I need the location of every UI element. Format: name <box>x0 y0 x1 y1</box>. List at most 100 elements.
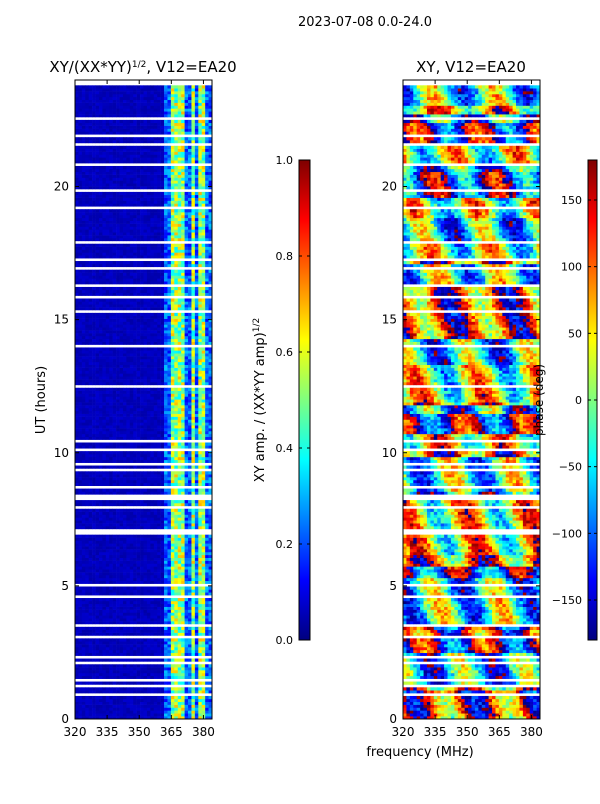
amp-cell <box>164 330 168 334</box>
amp-cell <box>164 632 168 636</box>
amp-cell <box>129 396 134 400</box>
amp-cell <box>170 537 175 541</box>
amp-cell <box>191 387 196 391</box>
amp-cell <box>122 445 127 449</box>
amp-cell <box>88 321 93 325</box>
amp-cell <box>78 379 83 383</box>
amp-cell <box>184 710 189 714</box>
amp-cell <box>136 307 141 311</box>
amp-cell <box>157 292 161 296</box>
amp-cell <box>174 488 179 492</box>
amp-cell <box>177 298 182 302</box>
amp-cell <box>129 454 134 458</box>
amp-cell <box>81 396 86 400</box>
amp-cell <box>133 644 137 648</box>
amp-cell <box>208 517 213 521</box>
amp-cell <box>170 606 175 610</box>
amp-cell <box>188 393 192 397</box>
amp-cell <box>181 451 185 455</box>
amp-cell <box>146 511 151 515</box>
amp-cell <box>164 430 168 435</box>
amp-cell <box>88 626 93 631</box>
amp-cell <box>92 675 96 679</box>
amp-cell <box>188 454 192 458</box>
amp-cell <box>146 600 151 605</box>
amp-cell <box>126 442 131 446</box>
amp-cell <box>133 358 137 363</box>
amp-cell <box>105 577 110 582</box>
amp-cell <box>109 373 113 377</box>
amp-cell <box>201 652 206 656</box>
amp-cell <box>75 629 79 633</box>
amp-cell <box>157 358 161 363</box>
amp-cell <box>119 330 124 334</box>
amp-cell <box>181 514 185 518</box>
amp-cell <box>116 402 120 406</box>
amp-cell <box>133 396 137 400</box>
amp-cell <box>122 600 127 605</box>
amp-cell <box>81 652 86 656</box>
amp-cell <box>198 629 203 633</box>
amp-cell <box>75 350 79 354</box>
amp-cell <box>109 632 113 636</box>
amp-cell <box>133 454 137 458</box>
amp-cell <box>136 675 141 679</box>
amp-cell <box>95 361 100 366</box>
amp-cell <box>205 698 209 703</box>
amp-cell <box>133 502 137 507</box>
amp-cell <box>122 367 127 371</box>
amp-cell <box>198 670 203 674</box>
amp-cell <box>88 353 93 357</box>
amp-cell <box>85 419 89 423</box>
amp-cell <box>129 612 134 616</box>
amp-cell <box>170 520 175 524</box>
amp-cell <box>81 430 86 435</box>
amp-cell <box>150 514 155 518</box>
amp-cell <box>98 356 103 360</box>
amp-cell <box>157 704 161 708</box>
amp-cell <box>78 514 83 518</box>
amp-cell <box>198 396 203 400</box>
amp-cell <box>92 292 96 296</box>
amp-cell <box>184 644 189 648</box>
amp-cell <box>78 318 83 322</box>
amp-cell <box>153 658 158 662</box>
amp-cell <box>119 563 124 567</box>
amp-cell <box>109 618 113 622</box>
amp-cell <box>88 592 93 596</box>
amp-cell <box>174 638 179 642</box>
amp-cell <box>126 407 131 412</box>
amp-cell <box>116 701 120 705</box>
amp-cell <box>191 569 196 573</box>
amp-cell <box>153 422 158 426</box>
amp-cell <box>140 704 144 708</box>
amp-cell <box>146 405 151 409</box>
amp-cell <box>75 534 79 538</box>
amp-cell <box>191 479 196 484</box>
amp-cell <box>102 445 107 449</box>
amp-cell <box>122 321 127 325</box>
amp-cell <box>98 399 103 403</box>
amp-cell <box>129 517 134 521</box>
amp-cell <box>201 430 206 435</box>
amp-cell <box>184 471 189 475</box>
amp-cell <box>105 638 110 642</box>
amp-cell <box>160 606 165 610</box>
amp-cell <box>184 402 189 406</box>
amp-cell <box>112 543 117 547</box>
amp-cell <box>129 413 134 417</box>
amp-cell <box>201 379 206 383</box>
amp-cell <box>191 520 196 524</box>
amp-cell <box>164 572 168 576</box>
amp-cell <box>119 479 124 484</box>
amp-cell <box>88 566 93 570</box>
amp-cell <box>129 356 134 360</box>
amp-cell <box>140 358 144 363</box>
amp-cell <box>191 667 196 671</box>
amp-cell <box>167 707 172 711</box>
amp-cell <box>198 618 203 622</box>
amp-cell <box>184 333 189 337</box>
amp-cell <box>146 292 151 296</box>
amp-cell <box>208 390 213 394</box>
amp-cell <box>116 338 120 342</box>
